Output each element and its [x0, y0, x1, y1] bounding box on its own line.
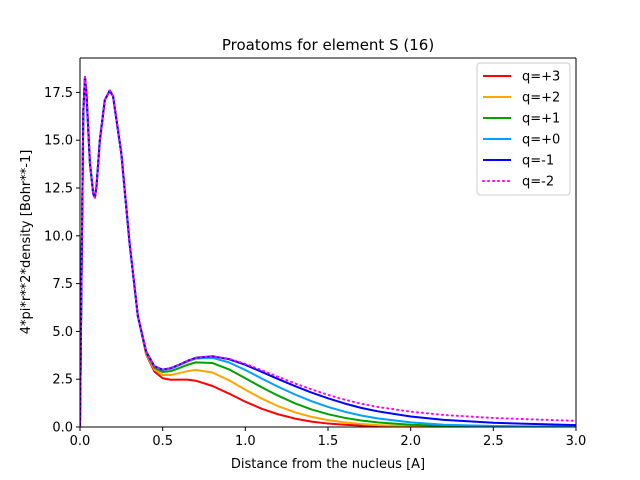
x-tick-label: 2.5: [483, 434, 504, 449]
x-tick-label: 2.0: [400, 434, 421, 449]
x-axis-label: Distance from the nucleus [A]: [231, 457, 425, 472]
legend-label-2: q=+2: [522, 91, 560, 106]
x-tick-label: 0.0: [70, 434, 91, 449]
x-tick-label: 1.5: [318, 434, 339, 449]
y-tick-label: 12.5: [44, 182, 73, 197]
legend-label-3: q=+1: [522, 112, 560, 127]
x-axis-ticks: 0.0 0.5 1.0 1.5 2.0 2.5 3.0: [70, 427, 587, 449]
y-axis-ticks: 0.0 2.5 5.0 7.5 10.0 12.5 15.0 17.5: [44, 86, 80, 436]
y-tick-label: 10.0: [44, 229, 73, 244]
chart-title: Proatoms for element S (16): [222, 36, 434, 54]
y-tick-label: 17.5: [44, 86, 73, 101]
legend-label-5: q=-1: [522, 154, 554, 169]
x-tick-label: 0.5: [152, 434, 173, 449]
y-tick-label: 15.0: [44, 134, 73, 149]
y-tick-label: 0.0: [52, 421, 73, 436]
legend-label-6: q=-2: [522, 175, 554, 190]
y-axis-label: 4*pi*r**2*density [Bohr**-1]: [19, 150, 34, 335]
x-tick-label: 3.0: [566, 434, 587, 449]
legend-label-1: q=+3: [522, 70, 560, 85]
legend: q=+3 q=+2 q=+1 q=+0 q=-1 q=-2: [476, 62, 571, 196]
y-tick-label: 7.5: [52, 277, 73, 292]
legend-label-4: q=+0: [522, 133, 560, 148]
x-tick-label: 1.0: [235, 434, 256, 449]
series-line-6: [80, 76, 576, 427]
y-tick-label: 5.0: [52, 325, 73, 340]
series-layer: [80, 76, 576, 427]
y-tick-label: 2.5: [52, 373, 73, 388]
